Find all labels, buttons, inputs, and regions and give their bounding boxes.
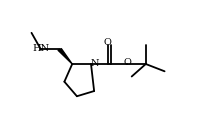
Text: HN: HN (32, 44, 49, 53)
Text: O: O (124, 58, 132, 67)
Polygon shape (58, 49, 72, 64)
Text: N: N (90, 59, 99, 68)
Text: O: O (103, 38, 111, 47)
